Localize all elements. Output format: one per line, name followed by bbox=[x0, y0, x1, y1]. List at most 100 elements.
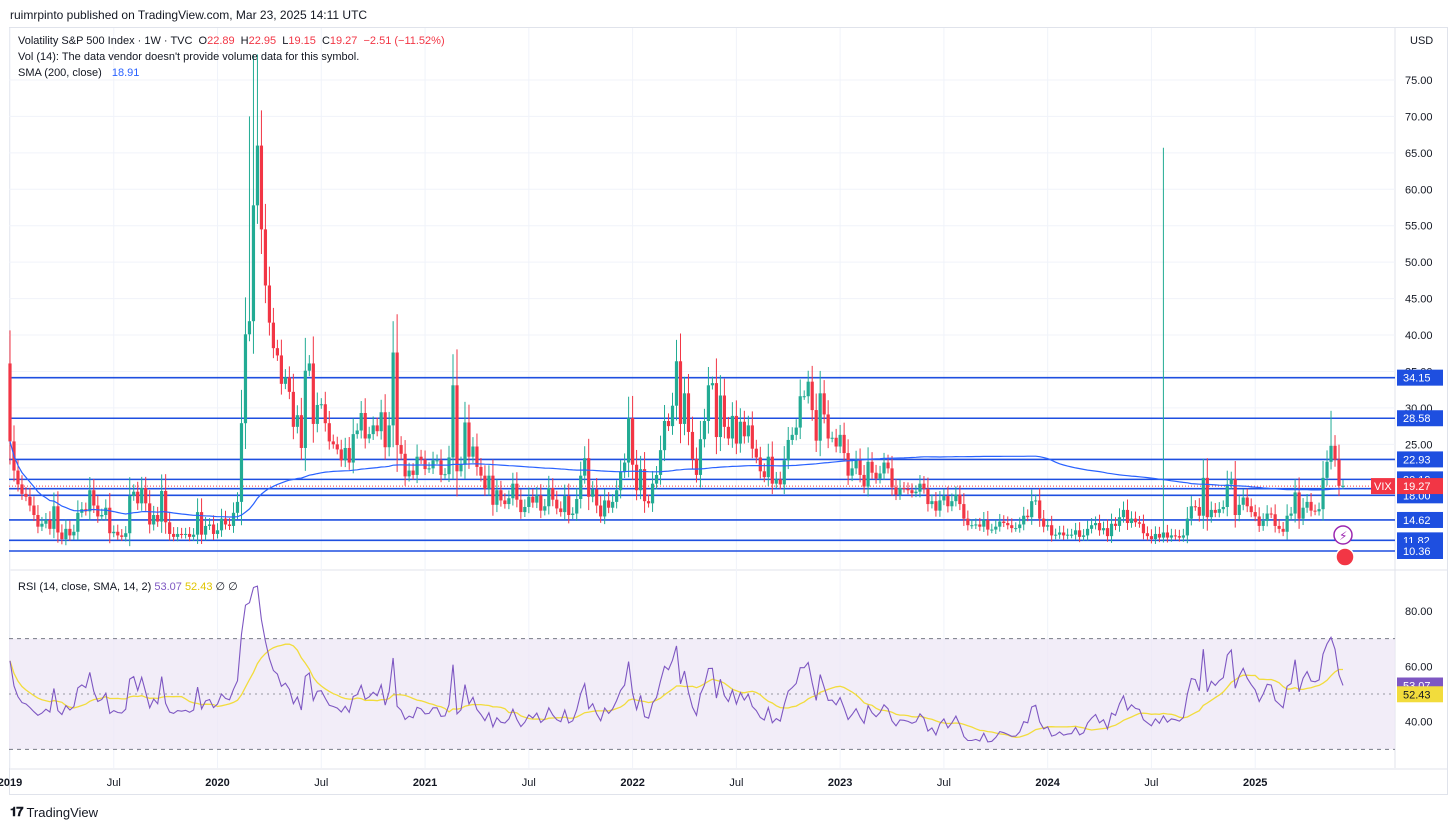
candle-body[interactable] bbox=[646, 501, 651, 504]
candle-body[interactable] bbox=[774, 479, 778, 484]
candle-body[interactable] bbox=[411, 470, 415, 475]
candle-body[interactable] bbox=[459, 464, 463, 472]
candle-body[interactable] bbox=[579, 475, 583, 499]
candle-body[interactable] bbox=[431, 460, 435, 469]
candle-body[interactable] bbox=[642, 469, 647, 502]
candle-body[interactable] bbox=[259, 145, 264, 230]
candle-body[interactable] bbox=[1233, 479, 1237, 516]
candle-body[interactable] bbox=[531, 496, 535, 503]
candle-body[interactable] bbox=[938, 500, 942, 511]
candle-body[interactable] bbox=[870, 461, 874, 473]
candle-body[interactable] bbox=[283, 377, 287, 384]
candle-body[interactable] bbox=[970, 525, 974, 527]
candle-body[interactable] bbox=[291, 391, 295, 427]
candle-body[interactable] bbox=[551, 488, 555, 500]
candle-body[interactable] bbox=[630, 418, 635, 465]
candle-body[interactable] bbox=[826, 414, 830, 439]
candle-body[interactable] bbox=[563, 496, 567, 513]
candle-body[interactable] bbox=[1081, 535, 1086, 537]
candle-body[interactable] bbox=[255, 145, 260, 206]
candle-body[interactable] bbox=[1050, 525, 1054, 536]
candle-body[interactable] bbox=[68, 528, 72, 536]
candle-body[interactable] bbox=[730, 415, 734, 439]
candle-body[interactable] bbox=[878, 473, 882, 479]
candle-body[interactable] bbox=[886, 462, 890, 469]
candle-body[interactable] bbox=[1062, 532, 1066, 536]
candle-body[interactable] bbox=[990, 529, 994, 531]
candle-body[interactable] bbox=[882, 462, 886, 474]
candle-body[interactable] bbox=[1249, 506, 1253, 513]
candle-body[interactable] bbox=[315, 404, 319, 424]
candle-body[interactable] bbox=[419, 456, 423, 460]
candle-body[interactable] bbox=[654, 474, 659, 484]
candle-body[interactable] bbox=[906, 488, 910, 491]
candle-body[interactable] bbox=[1058, 532, 1062, 535]
candle-body[interactable] bbox=[798, 396, 802, 428]
candle-body[interactable] bbox=[32, 505, 36, 516]
candle-body[interactable] bbox=[48, 520, 52, 529]
candle-body[interactable] bbox=[686, 393, 691, 432]
candle-body[interactable] bbox=[104, 507, 108, 516]
candle-body[interactable] bbox=[375, 425, 379, 432]
candle-body[interactable] bbox=[1077, 530, 1082, 537]
candle-body[interactable] bbox=[515, 483, 519, 500]
candle-body[interactable] bbox=[299, 415, 303, 448]
candle-body[interactable] bbox=[974, 524, 978, 526]
candle-body[interactable] bbox=[339, 449, 343, 461]
candle-body[interactable] bbox=[842, 434, 846, 454]
candle-body[interactable] bbox=[1341, 485, 1345, 487]
candle-body[interactable] bbox=[619, 472, 623, 491]
candle-body[interactable] bbox=[571, 513, 575, 516]
candle-body[interactable] bbox=[263, 229, 268, 286]
candle-body[interactable] bbox=[96, 505, 100, 517]
candle-body[interactable] bbox=[1333, 445, 1337, 460]
candle-body[interactable] bbox=[694, 458, 699, 475]
candle-body[interactable] bbox=[770, 456, 774, 484]
candle-body[interactable] bbox=[1269, 513, 1273, 515]
us-flag-event-icon[interactable] bbox=[1335, 547, 1355, 567]
candle-body[interactable] bbox=[443, 474, 447, 476]
candle-body[interactable] bbox=[918, 483, 922, 492]
candle-body[interactable] bbox=[359, 412, 363, 431]
candle-body[interactable] bbox=[371, 425, 375, 435]
candle-body[interactable] bbox=[112, 531, 116, 534]
candle-body[interactable] bbox=[8, 363, 12, 442]
candle-body[interactable] bbox=[335, 444, 339, 450]
candle-body[interactable] bbox=[519, 499, 523, 513]
candle-body[interactable] bbox=[850, 468, 854, 476]
candle-body[interactable] bbox=[128, 496, 132, 534]
candle-body[interactable] bbox=[235, 501, 240, 513]
candle-body[interactable] bbox=[267, 285, 272, 323]
candle-body[interactable] bbox=[714, 383, 719, 438]
candle-body[interactable] bbox=[399, 445, 403, 454]
candle-body[interactable] bbox=[1165, 532, 1169, 538]
candle-body[interactable] bbox=[1337, 459, 1341, 486]
candle-body[interactable] bbox=[766, 456, 770, 478]
candle-body[interactable] bbox=[650, 483, 655, 504]
candle-body[interactable] bbox=[786, 439, 790, 461]
candle-body[interactable] bbox=[950, 501, 954, 507]
candle-body[interactable] bbox=[331, 441, 335, 445]
candle-body[interactable] bbox=[634, 464, 639, 491]
candle-body[interactable] bbox=[607, 500, 611, 508]
candle-body[interactable] bbox=[363, 412, 367, 439]
candle-body[interactable] bbox=[227, 524, 232, 526]
symbol-name[interactable]: Volatility S&P 500 Index · 1W · TVC bbox=[18, 35, 193, 47]
candle-body[interactable] bbox=[327, 423, 331, 442]
candle-body[interactable] bbox=[930, 501, 934, 505]
candle-body[interactable] bbox=[539, 495, 543, 511]
candle-body[interactable] bbox=[738, 421, 742, 444]
candle-body[interactable] bbox=[76, 512, 80, 532]
candle-body[interactable] bbox=[1237, 504, 1241, 516]
candle-body[interactable] bbox=[966, 518, 970, 526]
candle-body[interactable] bbox=[1149, 536, 1154, 540]
candle-body[interactable] bbox=[16, 470, 20, 485]
candle-body[interactable] bbox=[866, 461, 870, 487]
candle-body[interactable] bbox=[427, 468, 431, 470]
candle-body[interactable] bbox=[806, 381, 810, 397]
candle-body[interactable] bbox=[144, 488, 148, 504]
candle-body[interactable] bbox=[742, 421, 746, 437]
candle-body[interactable] bbox=[203, 525, 208, 535]
candle-body[interactable] bbox=[355, 430, 359, 435]
